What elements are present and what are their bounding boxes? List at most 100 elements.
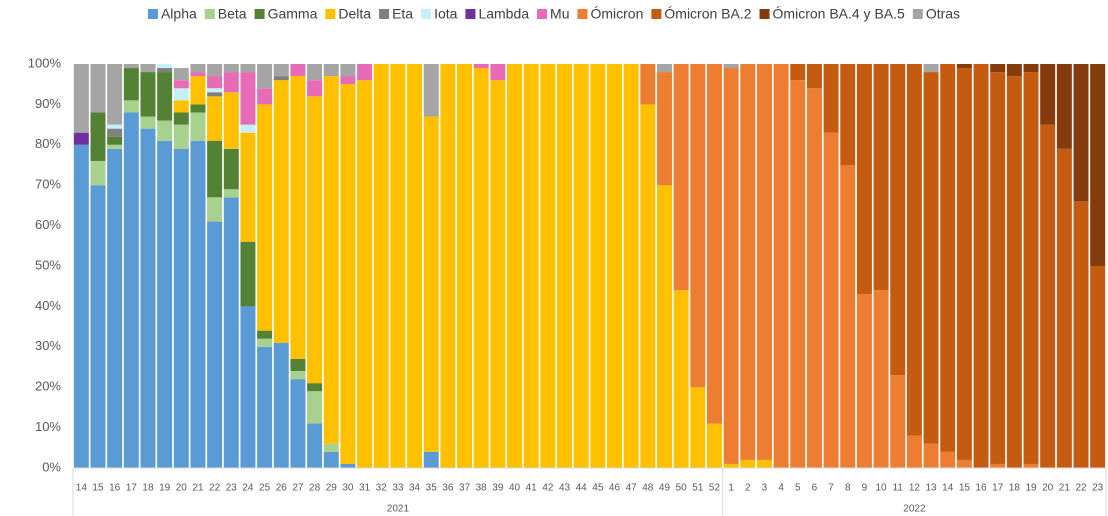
bar-segment <box>123 64 139 69</box>
bar-segment <box>307 423 323 468</box>
x-tick-label: 4 <box>778 483 784 494</box>
bar-segment <box>257 338 273 347</box>
bar-segment <box>706 64 722 424</box>
x-group-label: 2021 <box>387 504 410 515</box>
x-tick-label: 21 <box>1059 483 1071 494</box>
bar-segment <box>407 64 423 468</box>
bar-segment <box>190 72 206 77</box>
bar-segment <box>123 68 139 101</box>
bar-segment <box>923 72 939 444</box>
bar-segment <box>157 140 173 468</box>
bar-segment <box>756 64 772 460</box>
bar-segment <box>1090 266 1106 468</box>
bar-segment <box>990 463 1006 468</box>
bar-segment <box>157 68 173 73</box>
x-tick-label: 8 <box>845 483 851 494</box>
legend-label: Lambda <box>478 6 529 22</box>
bar-segment <box>173 68 189 81</box>
bar-segment <box>223 72 239 93</box>
bar-segment <box>373 64 389 468</box>
x-tick-label: 20 <box>1042 483 1054 494</box>
bar-segment <box>173 112 189 125</box>
x-tick-label: 11 <box>893 483 904 494</box>
x-tick-label: 37 <box>459 483 471 494</box>
bar-segment <box>107 136 123 145</box>
y-tick-label: 60% <box>35 217 61 232</box>
x-tick-label: 32 <box>376 483 388 494</box>
bar-segment <box>240 241 256 307</box>
bar-segment <box>956 64 972 69</box>
bar-segment <box>257 88 273 105</box>
bar-segment <box>773 64 789 468</box>
bar-segment <box>923 443 939 468</box>
bar-segment <box>190 76 206 105</box>
x-tick-label: 12 <box>909 483 921 494</box>
x-tick-label: 18 <box>1009 483 1021 494</box>
x-tick-label: 20 <box>176 483 188 494</box>
bar-segment <box>273 342 289 468</box>
bar-segment <box>207 221 223 468</box>
bar-segment <box>856 294 872 468</box>
bar-segment <box>806 64 822 89</box>
x-tick-label: 15 <box>959 483 971 494</box>
legend-swatch <box>759 9 770 19</box>
x-tick-label: 29 <box>326 483 338 494</box>
x-tick-label: 23 <box>1092 483 1104 494</box>
bar-segment <box>173 88 189 101</box>
bar-segment <box>473 64 489 69</box>
x-tick-label: 14 <box>942 483 954 494</box>
x-tick-label: 25 <box>259 483 271 494</box>
x-tick-label: 19 <box>159 483 171 494</box>
bar-segment <box>273 64 289 77</box>
bar-segment <box>1040 124 1056 468</box>
bar-segment <box>323 64 339 77</box>
bar-segment <box>1073 64 1089 202</box>
legend-swatch <box>651 9 662 19</box>
bar-segment <box>390 64 406 468</box>
bar-segment <box>740 459 756 468</box>
legend-swatch <box>147 9 158 19</box>
bar-segment <box>940 64 956 452</box>
bar-segment <box>673 64 689 291</box>
y-tick-label: 80% <box>35 136 61 151</box>
bar-segment <box>540 64 556 468</box>
bar-segment <box>640 64 656 105</box>
y-tick-label: 20% <box>35 379 61 394</box>
x-tick-label: 18 <box>142 483 154 494</box>
bar-segment <box>257 346 273 468</box>
bar-segment <box>690 387 706 468</box>
bar-segment <box>573 64 589 468</box>
bar-segment <box>1023 64 1039 73</box>
bar-segment <box>157 72 173 121</box>
bar-segment <box>1006 64 1022 77</box>
y-tick-label: 10% <box>35 419 61 434</box>
x-group-label: 2022 <box>903 504 926 515</box>
x-tick-label: 42 <box>542 483 554 494</box>
x-tick-label: 45 <box>592 483 604 494</box>
bar-segment <box>90 112 106 161</box>
bar-segment <box>1073 201 1089 469</box>
bar-segment <box>856 64 872 295</box>
bar-segment <box>656 72 672 186</box>
legend-swatch <box>254 9 265 19</box>
x-tick-label: 22 <box>209 483 221 494</box>
bar-segment <box>140 128 156 468</box>
bar-segment <box>956 459 972 468</box>
x-tick-label: 51 <box>692 483 704 494</box>
bar-segment <box>240 306 256 468</box>
x-tick-label: 31 <box>359 483 371 494</box>
bar-segment <box>307 96 323 384</box>
legend-label: Iota <box>434 6 458 22</box>
bar-segment <box>806 88 822 469</box>
legend-swatch <box>325 9 336 19</box>
bar-segment <box>440 64 456 468</box>
x-tick-label: 38 <box>476 483 488 494</box>
bar-segment <box>923 64 939 73</box>
x-tick-label: 27 <box>292 483 304 494</box>
bar-segment <box>107 64 123 125</box>
bar-segment <box>1056 148 1072 468</box>
bar-segment <box>173 80 189 89</box>
bar-segment <box>207 140 223 198</box>
bar-segment <box>223 92 239 149</box>
